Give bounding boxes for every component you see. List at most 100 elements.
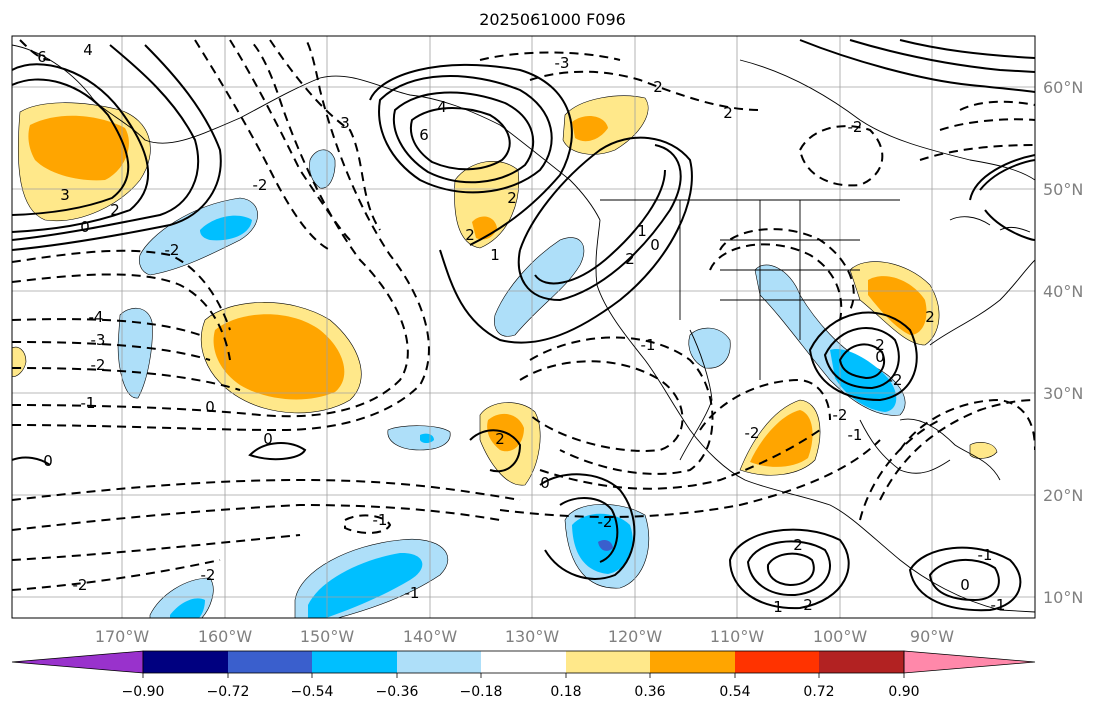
- contour-label: 2: [625, 250, 635, 268]
- longitude-tick-label: 130°W: [505, 627, 560, 646]
- contour-label: -2: [253, 176, 268, 194]
- warm-region: [12, 346, 27, 377]
- contour-label: 0: [875, 348, 885, 366]
- contour-label: 0: [540, 474, 550, 492]
- colorbar-segment: [143, 651, 228, 673]
- cold-region: [420, 433, 434, 443]
- contour-label: 0: [80, 218, 90, 236]
- contour-label: 3: [340, 114, 350, 132]
- longitude-labels: 170°W 160°W 150°W 140°W 130°W 120°W 110°W 100°W…: [95, 627, 954, 646]
- cold-region: [494, 237, 585, 337]
- contour-label: 2: [653, 78, 663, 96]
- contour-label: -2: [91, 356, 106, 374]
- contour-label: 4: [437, 98, 447, 116]
- longitude-tick-label: 90°W: [910, 627, 954, 646]
- colorbar-extend-left: [11, 650, 144, 674]
- colorbar-tick-label: 0.18: [550, 684, 581, 700]
- cold-region: [598, 540, 613, 551]
- contour-label: 2: [925, 308, 935, 326]
- contour-label: -1: [373, 511, 388, 529]
- contours: [12, 39, 1035, 612]
- contour-label: 2: [803, 596, 813, 614]
- contour-label: -2: [73, 576, 88, 594]
- colorbar-segment: [228, 651, 312, 673]
- contour-label: 2: [110, 201, 120, 219]
- colorbar-tick-label: −0.18: [460, 684, 503, 700]
- contour-label: 0: [263, 430, 273, 448]
- contour-label: 1: [637, 222, 647, 240]
- cold-region: [387, 425, 451, 451]
- latitude-tick-label: 40°N: [1043, 282, 1083, 301]
- contour-label: 2: [495, 430, 505, 448]
- contour-label: -1: [978, 546, 993, 564]
- cold-region: [170, 598, 205, 618]
- gridlines: [12, 36, 1035, 618]
- coastlines: [12, 44, 1035, 613]
- colorbar-segment: [650, 651, 735, 673]
- map-title: 2025061000 F096: [479, 10, 626, 29]
- colorbar-tick-label: −0.90: [122, 684, 165, 700]
- latitude-tick-label: 30°N: [1043, 384, 1083, 403]
- contour-label: -2: [833, 406, 848, 424]
- warm-region: [28, 115, 129, 181]
- contour-label: 2: [793, 536, 803, 554]
- colorbar-segment: [819, 651, 904, 673]
- contour-label: 1: [773, 598, 783, 616]
- contour-label: -2: [888, 371, 903, 389]
- contour-label: 3: [60, 186, 70, 204]
- contour-label: -1: [991, 596, 1006, 614]
- contour-label: 1: [490, 246, 500, 264]
- cold-region: [117, 308, 153, 399]
- colorbar-segment: [397, 651, 481, 673]
- colorbar-tick-label: 0.72: [803, 684, 834, 700]
- latitude-tick-label: 20°N: [1043, 486, 1083, 505]
- contour-label: 2: [875, 336, 885, 354]
- colorbar-segment: [481, 651, 566, 673]
- contour-label: 2: [723, 104, 733, 122]
- contour-label: 4: [83, 41, 93, 59]
- colorbar-outline: [142, 650, 905, 674]
- colorbar-tick-label: 0.90: [888, 684, 919, 700]
- contour-label: -4: [89, 308, 104, 326]
- contour-label: -2: [848, 118, 863, 136]
- colorbar-segment: [566, 651, 650, 673]
- colorbar-extend-right: [903, 650, 1036, 674]
- colorbar-segment: [735, 651, 819, 673]
- contour-label: -1: [641, 336, 656, 354]
- contour-label: -2: [598, 513, 613, 531]
- longitude-tick-label: 110°W: [710, 627, 765, 646]
- latitude-tick-label: 50°N: [1043, 180, 1083, 199]
- contour-label: -2: [745, 424, 760, 442]
- colorbar-segment: [312, 651, 397, 673]
- warm-region: [750, 410, 813, 467]
- contour-label: -1: [405, 584, 420, 602]
- cold-region: [309, 149, 336, 189]
- longitude-tick-label: 170°W: [95, 627, 150, 646]
- colorbar-tick-label: −0.72: [207, 684, 250, 700]
- cold-region: [308, 552, 423, 618]
- contour-label: 0: [43, 452, 53, 470]
- contour-label: 0: [960, 576, 970, 594]
- warm-region: [969, 442, 998, 459]
- colorbar-tick-label: −0.54: [291, 684, 334, 700]
- longitude-tick-label: 100°W: [813, 627, 868, 646]
- contours-dashed: [12, 37, 1035, 591]
- contour-label: 2: [465, 226, 475, 244]
- cold-region: [688, 327, 731, 369]
- warm-region: [572, 116, 608, 142]
- colorbar-tick-label: 0.36: [634, 684, 665, 700]
- contour-label: 6: [419, 126, 429, 144]
- contour-label: 0: [650, 236, 660, 254]
- latitude-tick-label: 60°N: [1043, 78, 1083, 97]
- latitude-tick-label: 10°N: [1043, 588, 1083, 607]
- contour-label: -1: [848, 426, 863, 444]
- cold-region: [200, 215, 252, 241]
- longitude-tick-label: 120°W: [608, 627, 663, 646]
- longitude-tick-label: 150°W: [300, 627, 355, 646]
- contour-label: 6: [37, 48, 47, 66]
- colorbar-tick-label: −0.36: [376, 684, 419, 700]
- latitude-labels: 60°N 50°N 40°N 30°N 20°N 10°N: [1043, 78, 1083, 607]
- shaded-anomalies: [12, 95, 998, 618]
